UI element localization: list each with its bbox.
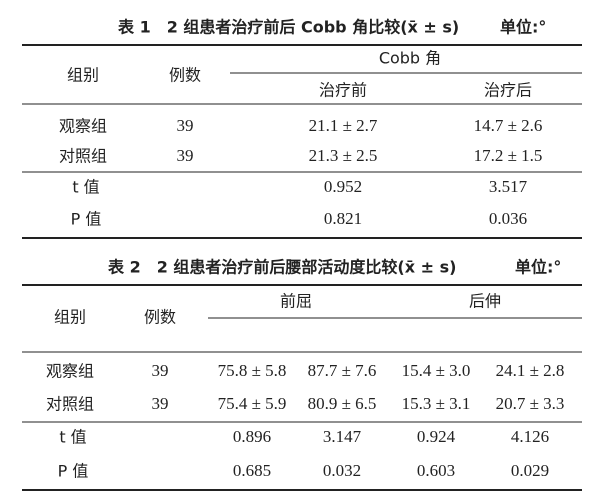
table-cell: 17.2 ± 1.5 — [474, 146, 543, 165]
table-cell: 15.4 ± 3.0 — [402, 361, 471, 380]
table-cell: 0.036 — [489, 209, 527, 228]
header-cell: 例数 — [169, 66, 201, 85]
table-cell: 0.032 — [323, 461, 361, 480]
table-cell: 0.603 — [417, 461, 455, 480]
table-cell: 75.8 ± 5.8 — [218, 361, 287, 380]
table-cell: 4.126 — [511, 427, 549, 446]
header-cell: Cobb 角 — [379, 49, 441, 68]
table-cell: t 值 — [72, 178, 99, 197]
table-cell: 14.7 ± 2.6 — [474, 116, 543, 135]
table-cell: 0.821 — [324, 209, 362, 228]
header-cell: 前屈 — [280, 292, 312, 311]
table-cell: 观察组 — [59, 117, 107, 136]
table-cell: 0.685 — [233, 461, 271, 480]
table-unit: 单位:° — [515, 258, 561, 277]
table-cell: P 值 — [71, 210, 102, 229]
table-cell: 24.1 ± 2.8 — [496, 361, 565, 380]
table-cell: 0.952 — [324, 177, 362, 196]
table-cell: 对照组 — [46, 395, 94, 414]
header-cell: 治疗后 — [484, 81, 532, 100]
table-cell: 3.147 — [323, 427, 362, 446]
table-cell: t 值 — [59, 428, 86, 447]
table-cell: 0.029 — [511, 461, 549, 480]
table-cell: 39 — [152, 361, 169, 380]
table-cell: 0.924 — [417, 427, 456, 446]
table-cell: 39 — [152, 394, 169, 413]
header-cell: 组别 — [54, 308, 86, 327]
header-cell: 组别 — [67, 66, 99, 85]
table-cell: 21.1 ± 2.7 — [309, 116, 378, 135]
table-title: 表 1 2 组患者治疗前后 Cobb 角比较(x̄ ± s) — [117, 18, 459, 37]
table-cell: 39 — [177, 116, 194, 135]
table-cell: 15.3 ± 3.1 — [402, 394, 471, 413]
table-cell: 75.4 ± 5.9 — [218, 394, 287, 413]
table-unit: 单位:° — [500, 18, 546, 37]
table-cell: 20.7 ± 3.3 — [496, 394, 565, 413]
header-cell: 后伸 — [469, 292, 501, 311]
table-cell: 39 — [177, 146, 194, 165]
table-cell: 0.896 — [233, 427, 271, 446]
table-cell: 21.3 ± 2.5 — [309, 146, 378, 165]
table-cell: 3.517 — [489, 177, 528, 196]
table-cell: 80.9 ± 6.5 — [308, 394, 377, 413]
header-cell: 例数 — [144, 308, 176, 327]
table-title: 表 2 2 组患者治疗前后腰部活动度比较(x̄ ± s) — [107, 258, 456, 277]
table-cell: 观察组 — [46, 362, 94, 381]
table-cell: P 值 — [58, 462, 89, 481]
header-cell: 治疗前 — [319, 81, 367, 100]
table-cell: 对照组 — [59, 147, 107, 166]
table-cell: 87.7 ± 7.6 — [308, 361, 377, 380]
